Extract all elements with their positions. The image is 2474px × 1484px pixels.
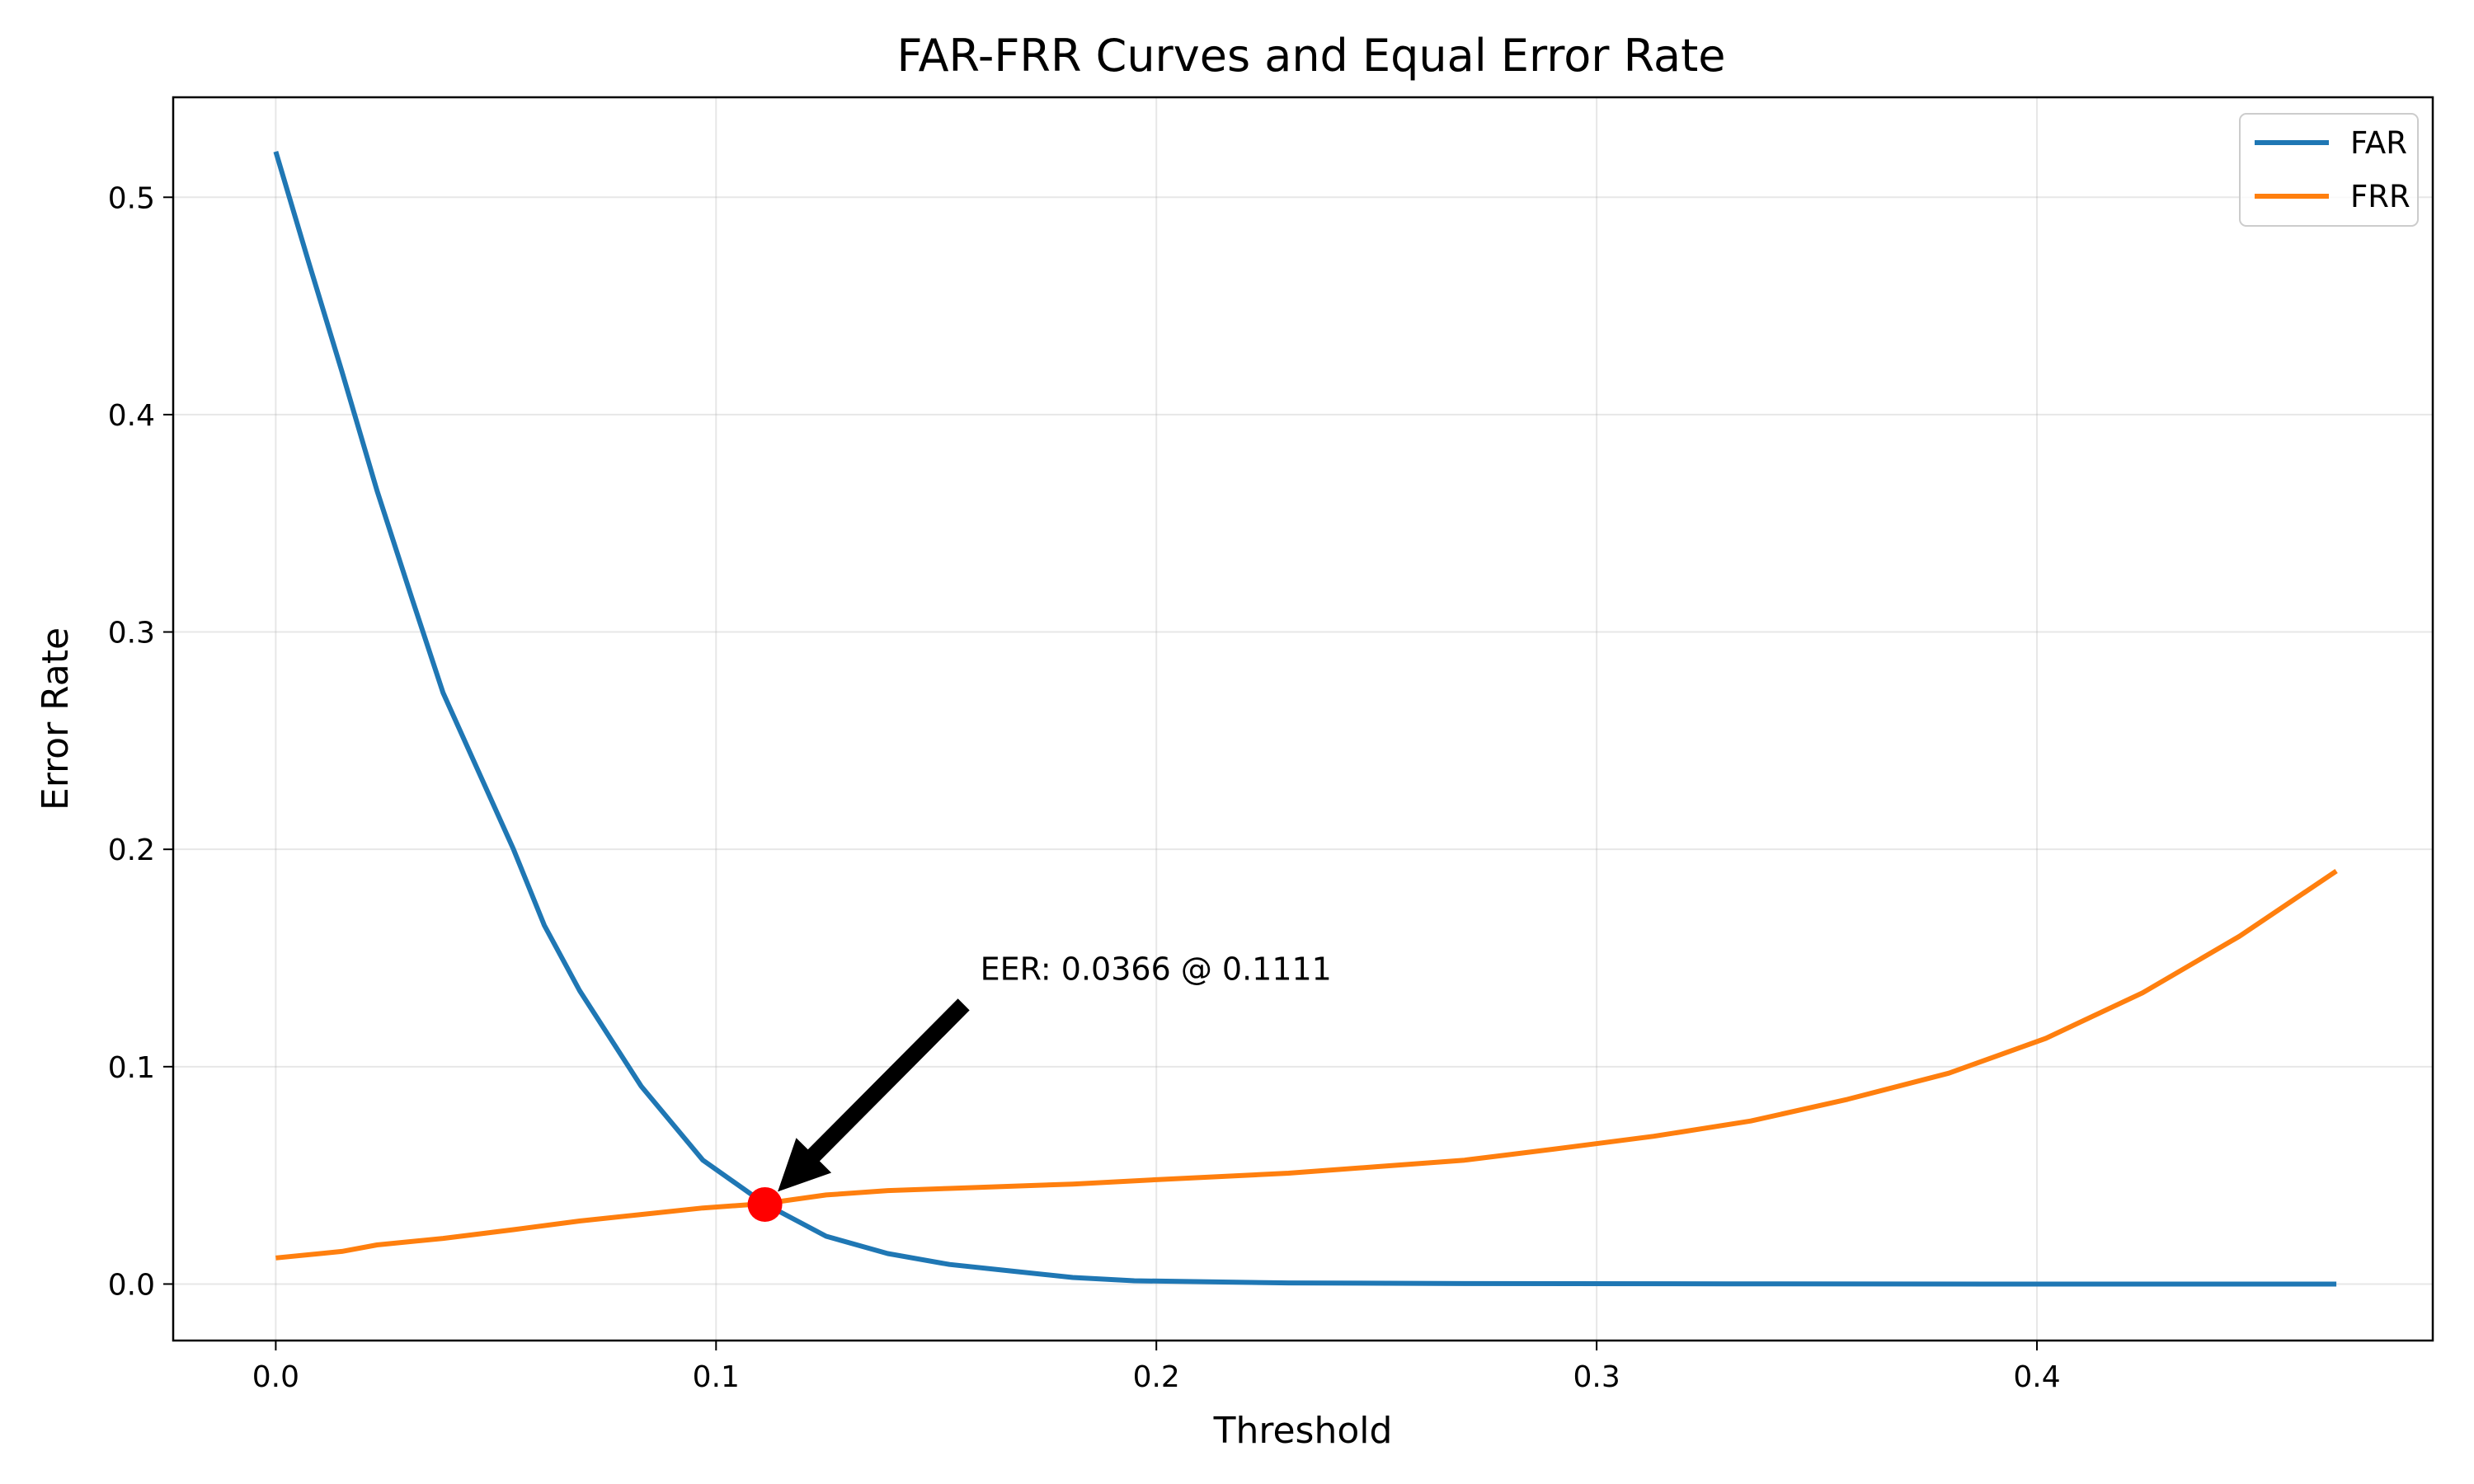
x-tick-label: 0.2	[1133, 1360, 1180, 1394]
x-tick-label: 0.4	[2013, 1360, 2060, 1394]
y-tick-label: 0.1	[108, 1051, 155, 1085]
y-tick-label: 0.0	[108, 1268, 155, 1302]
legend-label-frr: FRR	[2350, 179, 2411, 214]
plot-area-frame	[172, 96, 2434, 1342]
y-axis-ticks: 0.0 0.1 0.2 0.3 0.4 0.5	[108, 181, 173, 1302]
y-tick-label: 0.5	[108, 181, 155, 215]
y-tick-label: 0.2	[108, 834, 155, 867]
y-tick-label: 0.4	[108, 399, 155, 433]
x-tick-label: 0.3	[1573, 1360, 1620, 1394]
eer-point-marker	[747, 1186, 783, 1222]
y-tick-label: 0.3	[108, 617, 155, 650]
x-axis-ticks: 0.0 0.1 0.2 0.3 0.4	[252, 1341, 2061, 1394]
series-line-far	[273, 151, 2337, 1287]
chart-title: FAR-FRR Curves and Equal Error Rate	[897, 30, 1726, 82]
x-axis-label: Threshold	[1213, 1410, 1393, 1452]
annotation-arrow	[778, 998, 970, 1192]
x-tick-label: 0.0	[252, 1360, 299, 1394]
legend-label-far: FAR	[2350, 125, 2407, 161]
legend: FAR FRR	[2239, 113, 2419, 227]
y-axis-label: Error Rate	[35, 627, 77, 810]
eer-annotation-label: EER: 0.0366 @ 0.1111	[981, 951, 1332, 987]
series-layer	[273, 151, 2338, 1287]
x-tick-label: 0.1	[693, 1360, 740, 1394]
annotation-layer: EER: 0.0366 @ 0.1111	[747, 951, 1332, 1222]
series-line-frr	[275, 869, 2338, 1261]
